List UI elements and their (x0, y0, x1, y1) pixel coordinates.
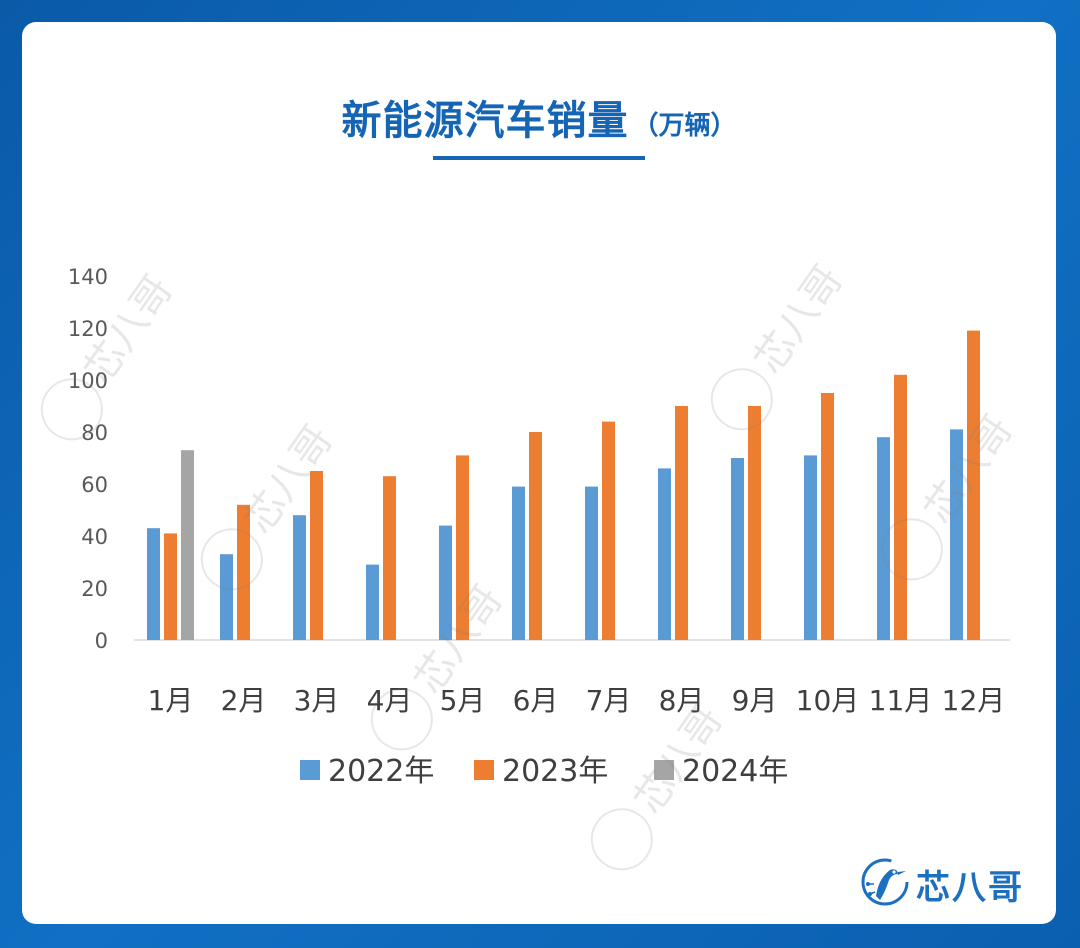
y-tick-label: 0 (95, 629, 108, 653)
brand-name: 芯八哥 (916, 868, 1024, 908)
x-tick-label: 8月 (659, 684, 705, 717)
kingfisher-bird-icon (861, 858, 909, 906)
bar-2022-3 (293, 515, 306, 640)
bar-2023-10 (821, 393, 834, 640)
x-tick-label: 1月 (148, 684, 194, 717)
y-tick-label: 40 (81, 525, 108, 549)
x-tick-label: 9月 (732, 684, 778, 717)
brand-logo: 芯八哥 (858, 854, 1038, 914)
x-tick-label: 10月 (796, 684, 860, 717)
bar-2023-5 (456, 455, 469, 640)
y-tick-label: 60 (81, 473, 108, 497)
bar-2023-11 (894, 374, 907, 640)
bar-2023-3 (310, 471, 323, 640)
legend-swatch (474, 760, 494, 780)
bar-2022-4 (366, 564, 379, 640)
bar-2022-12 (950, 429, 963, 640)
bar-2022-10 (804, 455, 817, 640)
x-tick-label: 3月 (294, 684, 340, 717)
bar-2022-1 (147, 528, 160, 640)
y-tick-label: 140 (68, 265, 108, 289)
legend-label: 2022年 (328, 754, 434, 789)
legend-swatch (300, 760, 320, 780)
x-tick-label: 11月 (869, 684, 933, 717)
x-tick-label: 7月 (586, 684, 632, 717)
x-tick-label: 4月 (367, 684, 413, 717)
chart-title-unit: （万辆） (632, 111, 737, 141)
chart-title: 新能源汽车销量 （万辆） (22, 88, 1056, 146)
bar-2022-8 (658, 468, 671, 640)
y-tick-label: 100 (68, 369, 108, 393)
title-underline (433, 156, 645, 160)
bar-2022-9 (731, 458, 744, 640)
x-tick-label: 12月 (942, 684, 1006, 717)
bar-2024-1 (181, 450, 194, 640)
bar-2022-6 (512, 486, 525, 640)
legend-swatch (654, 760, 674, 780)
bar-2022-2 (220, 554, 233, 640)
bar-2023-9 (748, 406, 761, 640)
chart-card: 新能源汽车销量 （万辆） 0 20 40 60 80 100 120 140 1月 2月 3月 4月 5月… (22, 22, 1056, 924)
bar-2022-5 (439, 525, 452, 640)
bar-2023-6 (529, 432, 542, 640)
legend-label: 2023年 (502, 754, 608, 789)
legend-label: 2024年 (682, 754, 788, 789)
bar-2023-7 (602, 421, 615, 640)
bar-2022-7 (585, 486, 598, 640)
bar-2023-2 (237, 504, 250, 640)
bar-chart: 0 20 40 60 80 100 120 140 1月 2月 3月 4月 5月 6月 7月 8月 9月 10月 1… (68, 265, 1010, 789)
bar-2022-11 (877, 437, 890, 640)
y-tick-label: 80 (81, 421, 108, 445)
x-tick-label: 5月 (440, 684, 486, 717)
x-tick-label: 2月 (221, 684, 267, 717)
bar-2023-8 (675, 406, 688, 640)
y-tick-label: 120 (68, 317, 108, 341)
chart-title-main: 新能源汽车销量 (341, 98, 629, 144)
x-tick-label: 6月 (513, 684, 559, 717)
bar-2023-4 (383, 476, 396, 640)
y-tick-label: 20 (81, 577, 108, 601)
bar-2023-12 (967, 330, 980, 640)
bar-2023-1 (164, 533, 177, 640)
